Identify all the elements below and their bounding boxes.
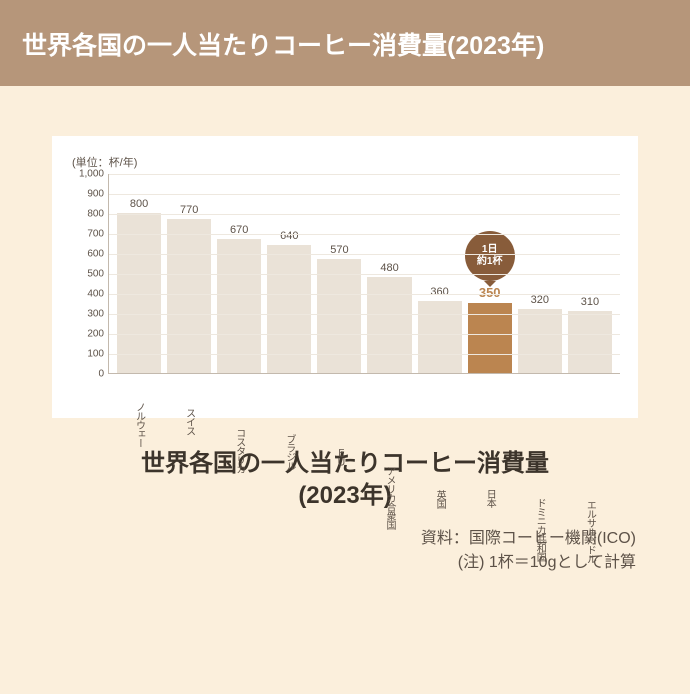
bar-value: 360 <box>430 286 448 298</box>
x-label: ＥＵ <box>332 448 347 466</box>
unit-label: (単位：杯/年) <box>72 154 620 170</box>
x-label: ブラジル <box>282 434 297 470</box>
bar <box>167 219 211 373</box>
y-tick: 700 <box>87 229 104 240</box>
bar-col: 350日本1日約1杯 <box>468 285 512 373</box>
bar-col: 640ブラジル <box>267 230 311 373</box>
y-tick: 0 <box>98 369 104 380</box>
bar <box>217 239 261 373</box>
bar <box>518 309 562 373</box>
bar <box>117 213 161 373</box>
chart: 01002003004005006007008009001,000 800ノルウ… <box>96 174 620 404</box>
source: 資料：国際コーヒー機関(ICO) (注) 1杯＝10gとして計算 <box>52 527 638 575</box>
grid-line <box>109 294 620 295</box>
bar-value: 480 <box>380 262 398 274</box>
bar-value: 640 <box>280 230 298 242</box>
bar-col: 770スイス <box>167 204 211 373</box>
bar-col: 480アメリカ合衆国 <box>367 262 411 373</box>
bar <box>317 259 361 373</box>
bar-value: 350 <box>479 285 501 300</box>
grid-line <box>109 334 620 335</box>
source-line1: 資料：国際コーヒー機関(ICO) <box>421 530 636 547</box>
y-tick: 900 <box>87 189 104 200</box>
y-tick: 800 <box>87 209 104 220</box>
grid-line <box>109 214 620 215</box>
bars: 800ノルウェー770スイス670コスタリカ640ブラジル570ＥＵ480アメリ… <box>109 173 620 373</box>
y-tick: 500 <box>87 269 104 280</box>
grid-line <box>109 314 620 315</box>
bar-value: 310 <box>581 296 599 308</box>
chart-panel: (単位：杯/年) 0 100 200 300 400 500 600 700 800 900 1,0… <box>52 136 638 418</box>
x-label: コスタリカ <box>232 428 247 473</box>
y-ticks: 01002003004005006007008009001,000 <box>70 174 104 374</box>
bar <box>367 277 411 373</box>
bar <box>418 301 462 373</box>
x-label: エルサルバドル <box>582 500 597 563</box>
y-tick: 600 <box>87 249 104 260</box>
subtitle-line2: (2023年) <box>298 482 391 509</box>
x-label: ノルウェー <box>132 402 147 447</box>
bar-col: 670コスタリカ <box>217 224 261 373</box>
main-area: (単位：杯/年) 0 100 200 300 400 500 600 700 800 900 1,0… <box>0 86 690 575</box>
bar-value: 320 <box>531 294 549 306</box>
grid-line <box>109 174 620 175</box>
grid-line <box>109 274 620 275</box>
bar-value: 800 <box>130 198 148 210</box>
y-tick: 1,000 <box>79 169 104 180</box>
x-label: 日本 <box>482 489 497 507</box>
x-label: アメリカ合衆国 <box>382 466 397 529</box>
plot-area: 800ノルウェー770スイス670コスタリカ640ブラジル570ＥＵ480アメリ… <box>108 174 620 374</box>
grid-line <box>109 194 620 195</box>
y-tick: 300 <box>87 309 104 320</box>
grid-line <box>109 234 620 235</box>
y-tick: 400 <box>87 289 104 300</box>
x-label: スイス <box>182 408 197 435</box>
bar-col: 800ノルウェー <box>117 198 161 373</box>
x-label: 英国 <box>432 490 447 508</box>
y-tick: 200 <box>87 329 104 340</box>
bar <box>568 311 612 373</box>
bar-col: 360英国 <box>418 286 462 373</box>
header-title: 世界各国の一人当たりコーヒー消費量(2023年) <box>22 32 544 60</box>
y-tick: 100 <box>87 349 104 360</box>
header: 世界各国の一人当たりコーヒー消費量(2023年) <box>0 0 690 86</box>
grid-line <box>109 254 620 255</box>
grid-line <box>109 354 620 355</box>
x-label: ドミニカ共和国 <box>532 498 547 561</box>
